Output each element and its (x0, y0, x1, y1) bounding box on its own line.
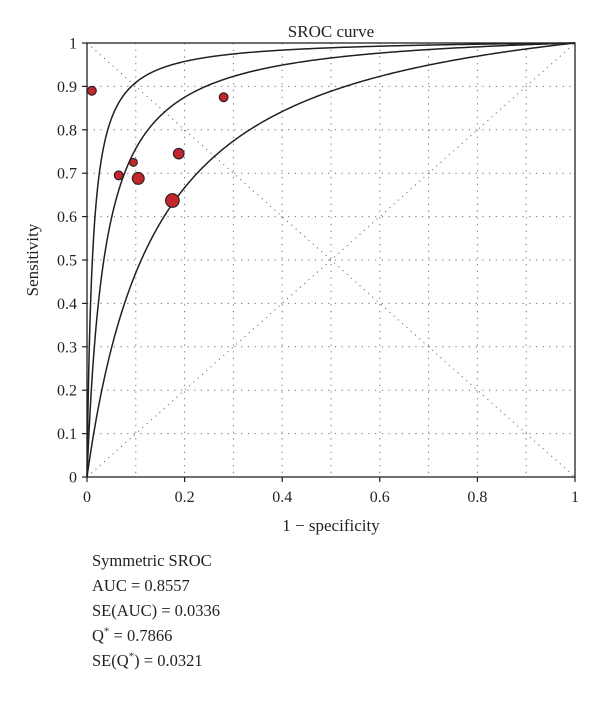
x-tick-label: 0.6 (370, 489, 390, 506)
sroc-curves (86, 42, 576, 478)
q-number: = 0.7866 (109, 626, 173, 645)
reference-lines (86, 42, 576, 478)
diagonal-reference-line (86, 42, 576, 478)
se-q-superscript: * (128, 650, 135, 663)
study-point (86, 85, 97, 96)
symmetric-sroc-curve (86, 42, 576, 477)
se-auc-value: SE(AUC) = 0.0336 (92, 601, 221, 620)
sroc-statistics: Symmetric SROC AUC = 0.8557 SE(AUC) = 0.… (92, 548, 220, 673)
x-axis-title: 1 − specificity (282, 516, 380, 535)
y-tick-label: 0.2 (57, 383, 77, 400)
axis-ticks: 0 0.2 0.4 0.6 0.8 1 0 0.1 0.2 0.3 0.4 0.5 0.6 0.7 0.8 0… (57, 36, 579, 507)
q-star-value: Q* = 0.7866 (92, 623, 220, 648)
study-points (86, 85, 229, 208)
y-tick-label: 0.7 (57, 166, 77, 183)
q-label: Q (92, 626, 104, 645)
x-tick-label: 0 (83, 489, 91, 506)
study-point (128, 157, 138, 167)
stats-heading: Symmetric SROC (92, 551, 212, 570)
y-tick-label: 0.3 (57, 339, 77, 356)
y-tick-label: 0.5 (57, 253, 77, 270)
y-axis-title: Sensitivity (23, 223, 42, 296)
se-q-star-value: SE(Q*) = 0.0321 (92, 648, 220, 673)
upper-bound-curve (86, 42, 576, 477)
x-tick-label: 0.4 (272, 489, 292, 506)
y-tick-label: 0.6 (57, 209, 77, 226)
study-point (172, 147, 185, 160)
sroc-chart: 0 0.2 0.4 0.6 0.8 1 0 0.1 0.2 0.3 0.4 0.5 0.6 0.7 0.8 0… (23, 22, 579, 535)
y-tick-label: 0.1 (57, 426, 77, 443)
x-tick-label: 0.8 (467, 489, 487, 506)
y-tick-label: 0.4 (57, 296, 77, 313)
x-tick-label: 0.2 (175, 489, 195, 506)
y-tick-label: 1 (69, 36, 77, 53)
study-point (113, 170, 124, 181)
study-point (165, 193, 180, 208)
chart-title: SROC curve (288, 22, 374, 41)
se-q-number: ) = 0.0321 (134, 651, 203, 670)
grid-lines (87, 43, 575, 477)
study-point (218, 92, 229, 103)
auc-value: AUC = 0.8557 (92, 576, 190, 595)
x-tick-label: 1 (571, 489, 579, 506)
y-tick-label: 0 (69, 470, 77, 487)
q-superscript: * (103, 625, 110, 638)
lower-bound-curve (86, 42, 576, 478)
study-point (131, 171, 145, 185)
anti-diagonal-reference-line (86, 42, 576, 478)
y-tick-label: 0.9 (57, 79, 77, 96)
se-q-label: SE(Q (92, 651, 129, 670)
y-tick-label: 0.8 (57, 122, 77, 139)
